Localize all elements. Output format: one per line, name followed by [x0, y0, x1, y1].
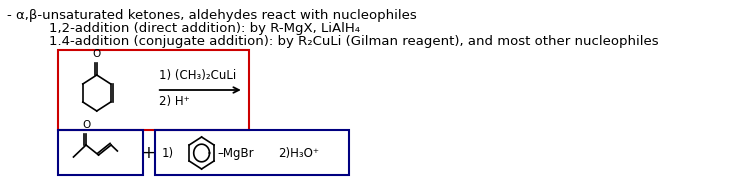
Text: 1.4-addition (conjugate addition): by R₂CuLi (Gilman reagent), and most other nu: 1.4-addition (conjugate addition): by R₂… — [49, 35, 659, 48]
Text: –MgBr: –MgBr — [217, 147, 255, 159]
Text: 1): 1) — [161, 147, 174, 159]
Text: 2)H₃O⁺: 2)H₃O⁺ — [278, 147, 319, 159]
Text: O: O — [93, 49, 101, 59]
Text: 1) (CH₃)₂CuLi: 1) (CH₃)₂CuLi — [160, 69, 237, 82]
Text: - α,β-unsaturated ketones, aldehydes react with nucleophiles: - α,β-unsaturated ketones, aldehydes rea… — [7, 9, 417, 22]
Text: O: O — [82, 120, 90, 130]
Text: 2) H⁺: 2) H⁺ — [160, 95, 190, 108]
Text: 1,2-addition (direct addition): by R-MgX, LiAlH₄: 1,2-addition (direct addition): by R-MgX… — [49, 22, 361, 35]
Text: +: + — [141, 144, 155, 162]
